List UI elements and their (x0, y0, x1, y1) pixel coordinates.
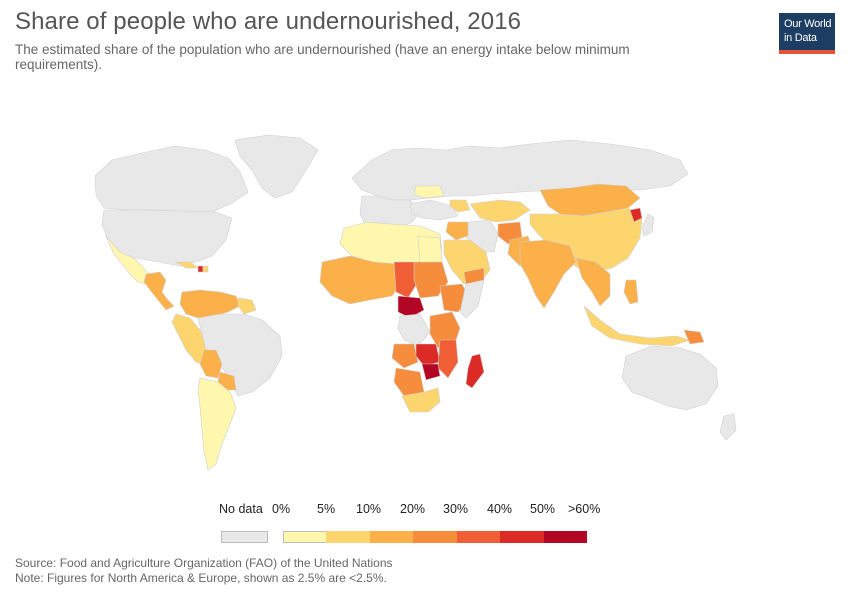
legend-swatch-30-40[interactable] (457, 531, 500, 543)
region-congo[interactable] (397, 313, 431, 347)
source-note: Source: Food and Agriculture Organizatio… (15, 556, 393, 570)
region-mozambique[interactable] (437, 339, 459, 379)
logo-line-1: Our World (784, 18, 832, 30)
legend-tick-10: 10% (356, 502, 382, 516)
region-indonesia[interactable] (583, 305, 691, 347)
region-zimbabwe[interactable] (421, 363, 441, 381)
region-south-africa[interactable] (401, 387, 441, 413)
legend-swatch-0-5[interactable] (283, 531, 327, 543)
legend-tick-40: 40% (487, 502, 513, 516)
region-ukraine[interactable] (413, 185, 445, 199)
region-india[interactable] (519, 239, 577, 309)
region-central-america[interactable] (143, 271, 175, 311)
region-namibia-botswana[interactable] (393, 367, 425, 397)
legend-tick-60: >60% (568, 502, 601, 516)
region-australia[interactable] (621, 345, 719, 411)
region-japan[interactable] (641, 213, 655, 237)
legend-swatch-5-10[interactable] (326, 531, 370, 543)
region-north-korea[interactable] (629, 207, 643, 223)
region-caucasus[interactable] (449, 199, 471, 213)
logo-line-2: in Data (784, 32, 817, 44)
region-bolivia[interactable] (199, 349, 223, 379)
region-sudan[interactable] (413, 261, 449, 299)
region-northern-europe[interactable] (351, 139, 689, 201)
region-madagascar[interactable] (465, 353, 485, 389)
region-egypt[interactable] (417, 235, 443, 265)
region-haiti[interactable] (197, 265, 204, 273)
region-angola[interactable] (391, 343, 419, 369)
region-philippines[interactable] (623, 279, 639, 305)
region-somalia[interactable] (459, 279, 485, 319)
region-balkans-turkey[interactable] (409, 199, 459, 221)
legend-tick-50: 50% (530, 502, 556, 516)
chart-subtitle: The estimated share of the population wh… (15, 42, 630, 72)
legend-swatch-20-30[interactable] (413, 531, 457, 543)
region-greenland[interactable] (234, 134, 319, 199)
region-iraq-syria[interactable] (445, 221, 469, 241)
region-central-asia[interactable] (469, 199, 531, 223)
region-guianas[interactable] (237, 297, 257, 315)
legend-tick-0: 0% (272, 502, 291, 516)
region-png[interactable] (683, 329, 705, 345)
owid-logo[interactable]: Our World in Data (779, 13, 835, 54)
chart-title: Share of people who are undernourished, … (15, 8, 522, 35)
region-dominican-rep[interactable] (202, 265, 209, 273)
region-chile-argentina[interactable] (197, 377, 237, 471)
legend-swatch-40-50[interactable] (500, 531, 544, 543)
legend-tick-5: 5% (317, 502, 336, 516)
region-chad[interactable] (393, 261, 419, 299)
region-new-zealand[interactable] (719, 413, 737, 441)
region-west-africa[interactable] (319, 255, 403, 305)
region-canada-alaska[interactable] (94, 145, 249, 213)
region-se-asia[interactable] (575, 257, 611, 307)
legend-swatch-50-60[interactable] (544, 531, 587, 543)
region-zambia[interactable] (415, 343, 441, 367)
legend-tick-20: 20% (400, 502, 426, 516)
legend-tick-30: 30% (443, 502, 469, 516)
footnote: Note: Figures for North America & Europe… (15, 571, 387, 585)
legend-swatch-10-20[interactable] (370, 531, 413, 543)
legend-no-data-label: No data (219, 502, 263, 516)
legend-swatch-no-data[interactable] (221, 531, 268, 543)
region-venezuela-colombia[interactable] (179, 289, 241, 319)
